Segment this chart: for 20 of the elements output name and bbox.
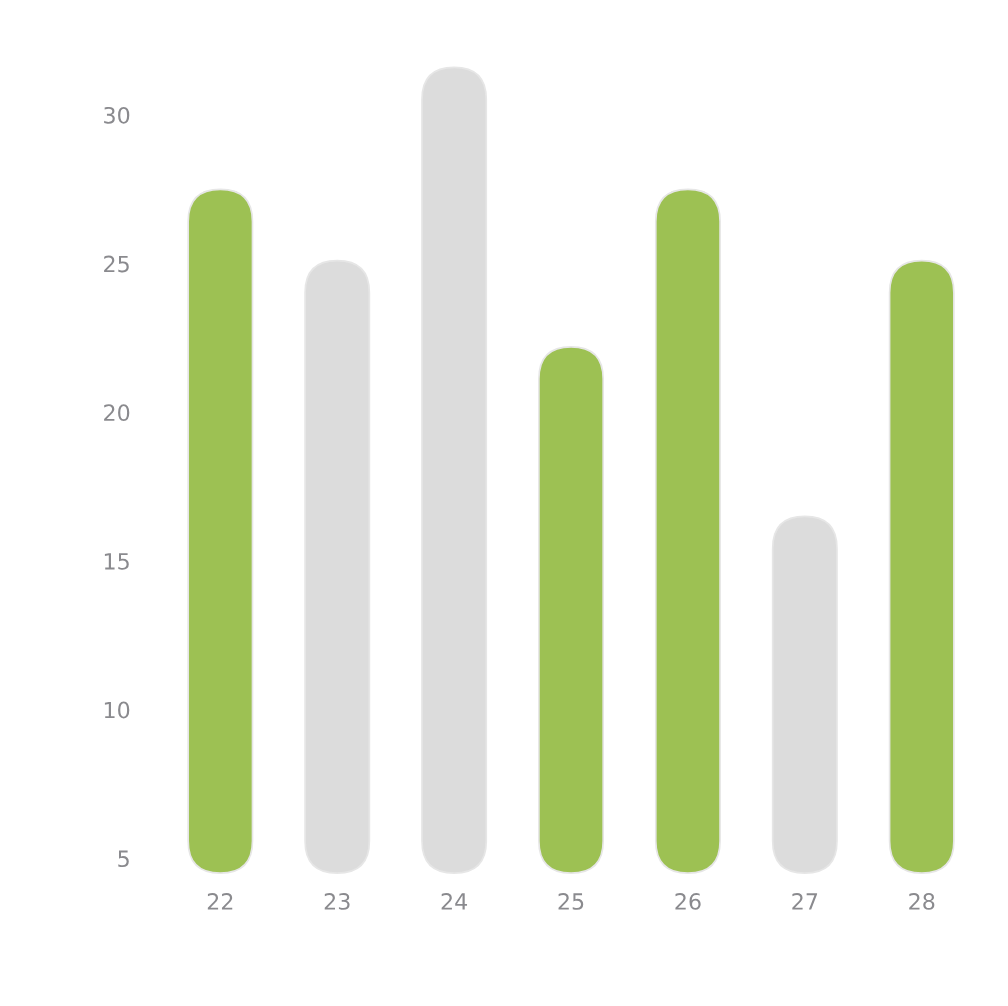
x-tick-label: 28 xyxy=(909,893,935,910)
x-tick-label: 27 xyxy=(792,893,818,910)
bar xyxy=(654,188,721,875)
bar xyxy=(421,66,488,875)
x-tick-label: 26 xyxy=(675,893,701,910)
y-tick-label: 30 xyxy=(104,106,130,124)
bar xyxy=(888,259,955,875)
y-tick-label: 10 xyxy=(104,701,130,719)
y-tick-label: 25 xyxy=(104,255,129,273)
bar xyxy=(538,346,605,875)
bar xyxy=(187,188,254,875)
y-tick-label: 20 xyxy=(104,404,130,422)
y-tick-label: 15 xyxy=(104,553,129,570)
bar xyxy=(304,259,371,875)
bar xyxy=(771,515,838,875)
x-tick-label: 25 xyxy=(558,893,584,910)
x-tick-label: 23 xyxy=(324,893,350,910)
y-tick-label: 5 xyxy=(118,850,129,868)
x-tick-label: 22 xyxy=(207,893,233,910)
x-tick-label: 24 xyxy=(441,893,468,910)
